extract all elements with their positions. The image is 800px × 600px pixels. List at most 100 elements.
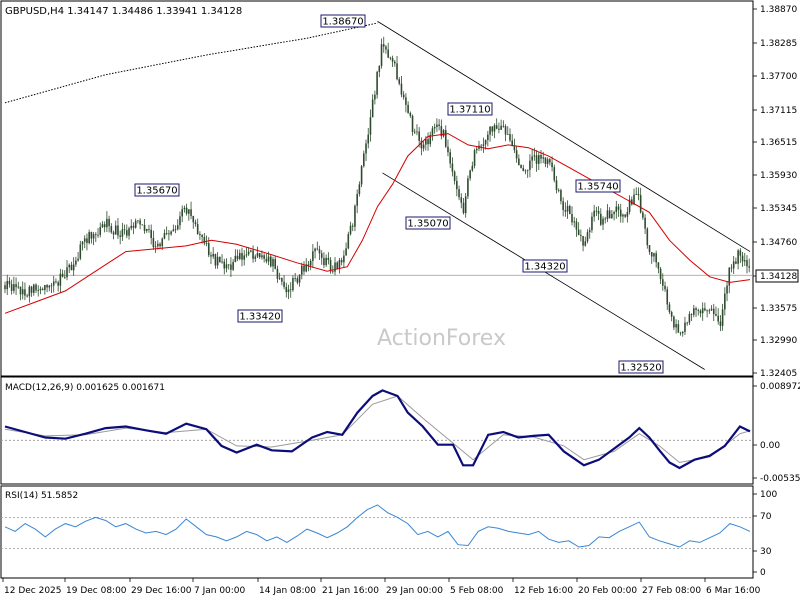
candle-body — [165, 233, 168, 234]
candle-body — [662, 279, 664, 286]
candle-body — [657, 262, 660, 269]
macd-signal-line — [4, 395, 751, 464]
candle-body — [88, 232, 90, 244]
candle-body — [599, 213, 602, 225]
price-tick-label: 1.38285 — [760, 39, 797, 49]
candle-body — [436, 124, 438, 127]
candle-body — [495, 125, 498, 129]
candle-body — [456, 180, 458, 190]
candle-body — [103, 224, 106, 228]
candle-body — [314, 248, 316, 252]
candle-body — [728, 267, 731, 286]
candle-body — [192, 215, 195, 223]
price-tick-label: 1.35930 — [760, 171, 797, 181]
candle-body — [425, 139, 427, 145]
candle-body — [442, 130, 445, 137]
candle-body — [568, 206, 571, 215]
candle-body — [106, 218, 108, 228]
candle-body — [597, 210, 600, 214]
price-tick-label: 1.36515 — [760, 138, 797, 148]
candle-body — [6, 280, 9, 290]
candle-body — [675, 324, 677, 328]
candle-body — [544, 157, 547, 164]
candle-body — [161, 238, 164, 247]
candle-body — [303, 265, 305, 272]
candle-body — [686, 322, 688, 324]
candle-body — [261, 255, 263, 258]
candle-body — [551, 162, 553, 168]
level-label: 1.38670 — [320, 14, 366, 28]
candle-body — [385, 46, 387, 50]
candle-body — [312, 251, 314, 261]
candle-body — [210, 255, 212, 257]
candle-body — [61, 273, 64, 277]
candle-body — [334, 262, 336, 272]
price-tick-label: 1.34760 — [760, 238, 797, 248]
candle-body — [130, 225, 133, 229]
level-label-text: 1.37110 — [449, 105, 490, 116]
candle-body — [294, 278, 296, 279]
candle-body — [99, 227, 102, 235]
candle-body — [580, 235, 582, 237]
candle-body — [577, 229, 580, 236]
candle-body — [429, 134, 432, 145]
candle-body — [706, 310, 708, 312]
candle-body — [289, 289, 292, 291]
candle-body — [416, 131, 418, 133]
candle-body — [712, 308, 715, 315]
x-tick-label: 14 Jan 08:00 — [259, 586, 316, 596]
candle-body — [380, 44, 383, 66]
candle-body — [615, 206, 618, 213]
candle-body — [708, 310, 711, 312]
candle-body — [684, 322, 686, 332]
candle-body — [108, 218, 110, 227]
level-label-text: 1.34320 — [524, 262, 565, 273]
candle-body — [644, 217, 646, 229]
candle-body — [376, 71, 378, 95]
candle-body — [19, 286, 22, 295]
candle-body — [221, 261, 223, 263]
level-label-box — [618, 360, 664, 374]
candle-body — [624, 214, 626, 217]
candle-body — [181, 209, 183, 217]
candle-body — [382, 44, 385, 47]
candle-body — [332, 271, 334, 273]
macd-title: MACD(12,26,9) 0.001625 0.001671 — [5, 383, 165, 393]
candle-body — [347, 234, 350, 249]
candle-body — [201, 235, 203, 237]
x-tick-label: 12 Dec 2025 — [4, 586, 62, 596]
candle-body — [17, 286, 20, 288]
level-label: 1.32520 — [618, 360, 664, 374]
candle-body — [546, 159, 549, 164]
candle-body — [283, 281, 285, 287]
candle-body — [26, 295, 28, 297]
candle-body — [471, 165, 474, 171]
candle-body — [305, 264, 308, 272]
candle-body — [743, 260, 746, 262]
candle-body — [604, 218, 607, 220]
candle-body — [513, 145, 516, 151]
candle-body — [41, 288, 44, 291]
candle-body — [670, 311, 673, 317]
candle-body — [343, 255, 345, 263]
candle-body — [323, 257, 325, 266]
level-label-text: 1.35070 — [407, 219, 448, 230]
candle-body — [555, 180, 558, 190]
candle-body — [223, 261, 226, 269]
candle-body — [28, 286, 31, 297]
candle-body — [498, 128, 500, 130]
candles — [4, 36, 750, 337]
macd-line — [4, 389, 751, 470]
level-label-box — [522, 259, 568, 273]
candle-body — [81, 241, 84, 245]
candle-body — [639, 195, 642, 213]
candle-body — [296, 278, 299, 283]
candle-body — [276, 268, 279, 279]
current-price-box — [755, 269, 799, 283]
candle-body — [121, 229, 124, 237]
candle-body — [194, 222, 197, 225]
candle-body — [72, 264, 75, 271]
candle-body — [196, 224, 199, 235]
candle-body — [646, 228, 649, 246]
